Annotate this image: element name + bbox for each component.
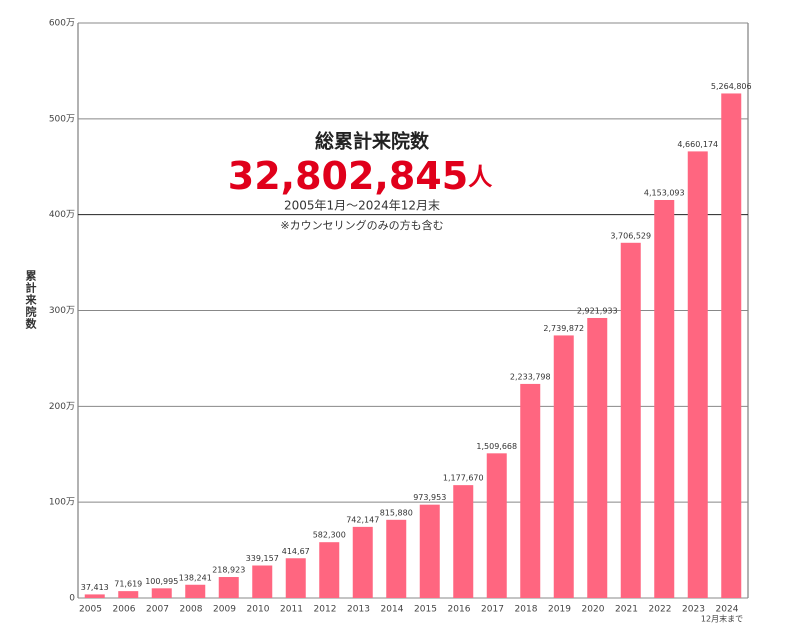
total-unit: 人	[468, 163, 492, 191]
y-tick-label: 300万	[49, 306, 75, 316]
bar	[587, 317, 608, 598]
bar	[185, 584, 206, 598]
x-tick-label: 2015	[414, 605, 437, 615]
value-label: 582,300	[313, 531, 346, 540]
value-label: 973,953	[413, 493, 446, 502]
y-tick-label: 200万	[49, 402, 75, 412]
value-label: 71,619	[114, 580, 142, 589]
bar	[118, 591, 139, 598]
value-label: 138,241	[179, 573, 212, 582]
subtitle: 2005年1月〜2024年12月末	[284, 199, 440, 213]
category-note: 12月末まで	[701, 614, 743, 624]
x-tick-label: 2016	[448, 605, 471, 615]
value-label: 4,660,174	[677, 140, 718, 149]
x-tick-label: 2020	[582, 605, 605, 615]
bar	[386, 519, 407, 598]
y-tick-label: 600万	[49, 19, 75, 29]
bar	[352, 526, 373, 598]
value-label: 1,177,670	[443, 474, 484, 483]
y-tick-label: 0	[69, 594, 75, 604]
x-tick-label: 2010	[247, 605, 270, 615]
x-tick-label: 2013	[347, 605, 370, 615]
value-label: 218,923	[212, 566, 245, 575]
value-label: 100,995	[145, 577, 178, 586]
bar	[687, 151, 708, 598]
value-label: 815,880	[380, 508, 413, 517]
value-label: 4,153,093	[644, 188, 685, 197]
value-label: 37,413	[81, 583, 109, 592]
chart-title: 総累計来院数	[315, 130, 430, 153]
bar	[84, 594, 105, 598]
value-label: 1,509,668	[476, 442, 517, 451]
value-label: 742,147	[346, 515, 379, 524]
bar	[486, 453, 507, 598]
bar	[721, 93, 742, 599]
x-tick-label: 2009	[213, 605, 236, 615]
x-tick-label: 2006	[113, 605, 136, 615]
value-label: 414,67	[282, 547, 310, 556]
x-tick-label: 2008	[180, 605, 203, 615]
value-label: 3,706,529	[610, 231, 651, 240]
value-label: 2,233,798	[510, 372, 551, 381]
value-label: 2,739,872	[543, 324, 584, 333]
value-label: 2,921,933	[577, 306, 618, 315]
x-tick-label: 2024	[716, 605, 739, 615]
y-tick-label: 100万	[49, 498, 75, 508]
bar	[520, 383, 541, 598]
bar	[553, 335, 574, 598]
x-tick-label: 2011	[280, 605, 303, 615]
value-label: 339,157	[246, 554, 279, 563]
bar	[218, 577, 239, 598]
x-tick-label: 2021	[615, 605, 638, 615]
total-value: 32,802,845	[228, 154, 468, 198]
x-tick-label: 2023	[682, 605, 705, 615]
x-tick-label: 2014	[381, 605, 404, 615]
bar	[319, 542, 340, 598]
bar	[654, 199, 675, 599]
bar	[419, 504, 440, 598]
x-tick-label: 2005	[79, 605, 102, 615]
total: 32,802,845人	[228, 154, 492, 198]
x-tick-label: 2018	[515, 605, 538, 615]
bar	[620, 242, 641, 599]
y-tick-label: 400万	[49, 210, 75, 220]
x-tick-label: 2017	[481, 605, 504, 615]
value-label: 5,264,806	[711, 82, 752, 91]
y-axis-label: 累計来院数	[24, 270, 38, 330]
y-tick-label: 500万	[49, 114, 75, 124]
bar	[151, 588, 172, 598]
bar	[252, 565, 273, 598]
note: ※カウンセリングのみの方も含む	[280, 218, 443, 232]
bar	[285, 558, 306, 598]
x-tick-label: 2007	[146, 605, 169, 615]
x-tick-label: 2019	[548, 605, 571, 615]
bar	[453, 485, 474, 598]
x-tick-label: 2022	[649, 605, 672, 615]
x-tick-label: 2012	[314, 605, 337, 615]
